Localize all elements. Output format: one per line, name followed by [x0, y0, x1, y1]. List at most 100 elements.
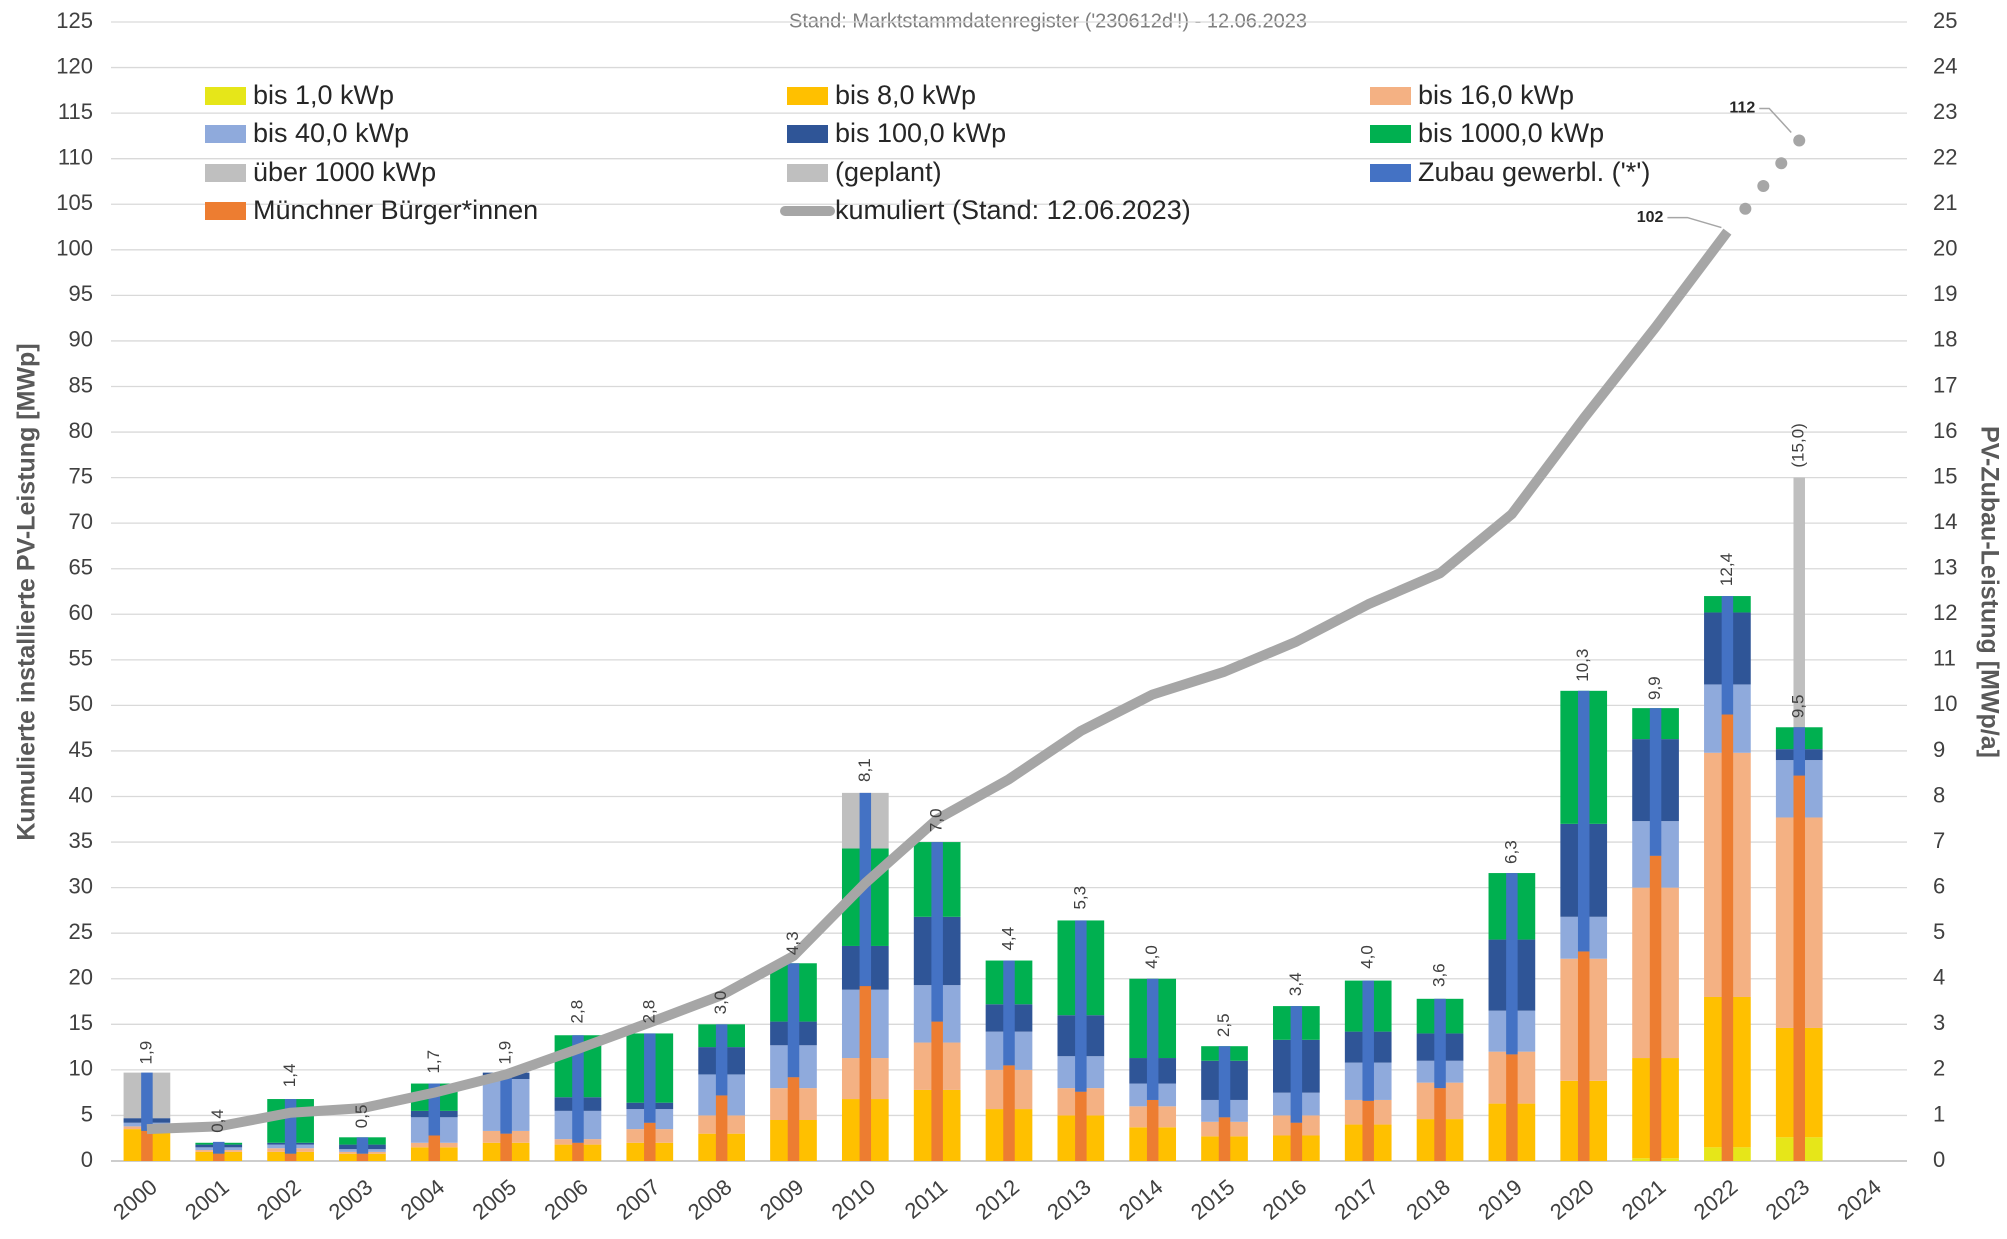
thin-bar — [1434, 1088, 1446, 1161]
y-tick-label: 60 — [69, 600, 93, 625]
y-tick-label: 125 — [56, 8, 93, 33]
forecast-dot — [1739, 202, 1752, 215]
x-tick-label: 2018 — [1401, 1174, 1455, 1225]
total-label: 9,5 — [1789, 695, 1808, 719]
thin-bar — [284, 1099, 297, 1154]
annotation: 112 — [1729, 100, 1755, 117]
thin-bar — [715, 1024, 728, 1096]
thin-bar — [213, 1141, 225, 1154]
y-tick-label: 10 — [69, 1056, 93, 1081]
thin-bar — [141, 1130, 153, 1161]
x-tick-label: 2013 — [1042, 1174, 1096, 1225]
x-tick-label: 2003 — [324, 1174, 378, 1225]
annotation: 102 — [1637, 209, 1664, 226]
x-tick-label: 2020 — [1545, 1174, 1599, 1225]
y2-tick-label: 13 — [1933, 555, 1957, 580]
thin-bar — [1793, 775, 1805, 1161]
x-tick-label: 2005 — [468, 1174, 522, 1225]
total-label: 0,5 — [352, 1105, 371, 1129]
y-tick-label: 75 — [69, 463, 93, 488]
total-label: 1,9 — [136, 1041, 155, 1065]
x-tick-label: 2008 — [683, 1174, 737, 1225]
thin-bar — [787, 963, 800, 1078]
thin-bar — [1649, 708, 1662, 856]
y-tick-label: 5 — [81, 1101, 93, 1126]
y2-tick-label: 12 — [1933, 600, 1957, 625]
y2-tick-label: 22 — [1933, 144, 1957, 169]
total-label: 7,0 — [927, 808, 946, 832]
x-tick-label: 2022 — [1689, 1174, 1743, 1225]
x-tick-label: 2011 — [900, 1174, 952, 1224]
y-tick-label: 110 — [58, 144, 93, 169]
y-tick-label: 40 — [69, 782, 93, 807]
thin-bar — [787, 1077, 800, 1161]
y2-tick-label: 1 — [1933, 1101, 1945, 1126]
thin-bar — [1075, 920, 1087, 1092]
legend-label: Zubau gewerbl. ('*') — [1418, 157, 1650, 187]
total-label: 10,3 — [1573, 649, 1592, 682]
thin-bar — [1146, 978, 1159, 1100]
y2-tick-label: 6 — [1933, 873, 1945, 898]
thin-bar — [213, 1153, 225, 1161]
total-label: 6,3 — [1501, 840, 1520, 864]
total-label: 3,4 — [1286, 972, 1305, 996]
legend-label: bis 100,0 kWp — [835, 118, 1006, 148]
y2-tick-label: 0 — [1933, 1147, 1945, 1172]
total-label: 1,7 — [424, 1050, 443, 1074]
y-tick-label: 25 — [69, 919, 93, 944]
y-tick-label: 15 — [69, 1010, 93, 1035]
x-tick-label: 2014 — [1114, 1174, 1168, 1225]
y-tick-label: 65 — [69, 555, 93, 580]
y-tick-label: 115 — [58, 99, 93, 124]
legend-label: kumuliert (Stand: 12.06.2023) — [835, 195, 1191, 225]
y2-tick-label: 20 — [1933, 236, 1957, 261]
x-tick-label: 2023 — [1761, 1174, 1815, 1225]
total-label: 2,8 — [567, 1000, 586, 1024]
y-tick-label: 35 — [69, 828, 93, 853]
y-tick-label: 90 — [69, 327, 93, 352]
legend-label: bis 1000,0 kWp — [1418, 118, 1604, 148]
x-tick-label: 2009 — [755, 1174, 809, 1225]
legend-label: Münchner Bürger*innen — [253, 195, 538, 225]
y2-tick-label: 21 — [1933, 190, 1957, 215]
legend-swatch — [205, 87, 246, 105]
thin-bar — [1721, 596, 1734, 715]
total-label: 3,0 — [711, 991, 730, 1015]
y-tick-label: 0 — [81, 1147, 93, 1172]
planned-label: (15,0) — [1789, 423, 1808, 467]
y2-tick-label: 24 — [1933, 53, 1957, 78]
total-label: 4,0 — [1358, 945, 1377, 969]
total-label: 1,9 — [496, 1041, 515, 1065]
thin-bar — [1003, 1065, 1015, 1161]
legend-swatch — [787, 125, 828, 143]
thin-bar — [356, 1137, 369, 1154]
y2-tick-label: 16 — [1933, 418, 1957, 443]
y2-tick-label: 17 — [1933, 372, 1957, 397]
y-tick-label: 95 — [69, 281, 93, 306]
thin-bar — [1003, 960, 1015, 1066]
x-tick-label: 2019 — [1473, 1174, 1527, 1225]
y2-tick-label: 2 — [1933, 1056, 1945, 1081]
x-tick-label: 2004 — [396, 1174, 450, 1225]
total-label: 3,6 — [1430, 963, 1449, 987]
x-tick-label: 2000 — [108, 1174, 162, 1225]
y-tick-label: 100 — [56, 236, 93, 261]
thin-bar — [1362, 980, 1374, 1101]
total-label: 4,3 — [783, 931, 802, 955]
leader-line — [1759, 107, 1792, 133]
y-tick-label: 20 — [69, 965, 93, 990]
thin-bar — [1577, 951, 1590, 1161]
y-tick-label: 105 — [56, 190, 93, 215]
thin-bar — [931, 1021, 943, 1161]
y2-tick-label: 15 — [1933, 463, 1957, 488]
y-axis-label: Kumulierte installierte PV-Leistung [MWp… — [13, 343, 41, 840]
thin-bar — [715, 1095, 728, 1161]
forecast-dot — [1775, 157, 1788, 170]
thin-bar — [1506, 1054, 1518, 1161]
legend-label: bis 1,0 kWp — [253, 80, 394, 110]
legend-swatch — [205, 125, 246, 143]
total-label: 4,4 — [998, 927, 1017, 951]
thin-bar — [931, 842, 943, 1022]
x-tick-label: 2024 — [1832, 1174, 1886, 1225]
thin-bar — [859, 986, 872, 1161]
